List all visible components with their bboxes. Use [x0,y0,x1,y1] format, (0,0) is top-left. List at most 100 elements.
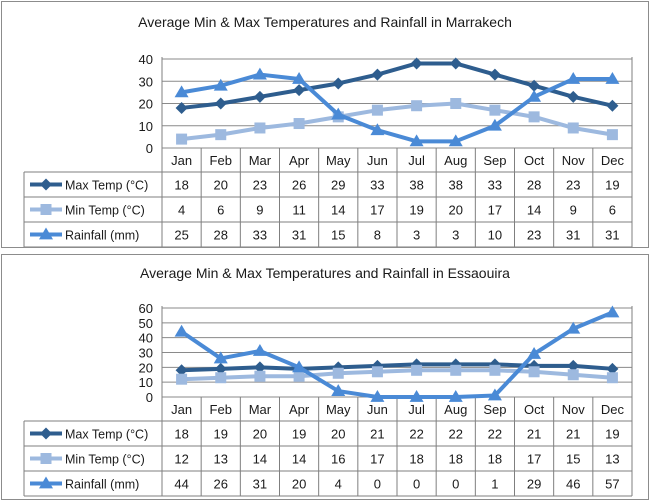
data-point [606,362,619,375]
data-point [487,118,502,131]
category-label: Oct [524,153,545,168]
data-point [254,370,266,382]
table-cell-value: 23 [566,178,580,193]
table-cell-value: 14 [527,203,541,218]
data-point [174,85,189,98]
table-cell-value: 20 [253,427,267,442]
series-2 [174,67,620,147]
series-1 [176,98,618,145]
table-cell-value: 11 [292,203,306,218]
category-label: Aug [444,153,467,168]
table-cell-value: 22 [488,427,502,442]
data-point [253,90,266,103]
data-point [371,366,383,378]
table-cell-value: 17 [370,452,384,467]
series-name: Rainfall (mm) [65,478,139,492]
data-point [176,133,188,145]
data-point [528,111,540,123]
y-tick-label: 0 [146,141,153,156]
series-line [181,368,613,382]
legend-key [30,178,62,191]
table-cell-value: 29 [331,178,345,193]
table-cell-value: 28 [214,228,228,243]
table-cell-value: 20 [214,178,228,193]
data-point [175,101,188,114]
data-table [23,57,633,247]
table-cell-value: 13 [214,452,228,467]
table-cell-value: 8 [374,228,381,243]
data-point [370,390,385,402]
table-cell-value: 16 [331,452,345,467]
table-cell-value: 19 [214,427,228,442]
series-name: Rainfall (mm) [65,229,139,243]
data-point [213,78,228,91]
category-label: Sep [483,402,506,417]
data-point [567,369,579,381]
table-cell-value: 22 [409,427,423,442]
table-cell-value: 14 [253,452,267,467]
legend-key-marker [39,227,53,240]
data-point [213,351,228,364]
y-tick-label: 20 [139,360,153,375]
table-cell-value: 17 [527,452,541,467]
table-cell-value: 38 [409,178,423,193]
category-label: Jun [367,153,388,168]
table-cell-value: 17 [370,203,384,218]
data-point [292,360,307,373]
table-cell-value: 18 [174,178,188,193]
legend-key-marker [40,178,52,191]
category-label: Jul [408,402,425,417]
data-point [528,366,540,378]
data-point [254,122,266,134]
data-point [411,100,423,112]
table-cell-value: 38 [449,178,463,193]
data-point [214,362,227,375]
category-label: Dec [601,402,625,417]
table-cell-value: 21 [370,427,384,442]
table-cell-value: 31 [292,228,306,243]
legend-key-marker [40,427,52,440]
category-label: Mar [249,153,272,168]
legend-key [30,204,62,215]
data-point [293,118,305,130]
legend-key [30,227,62,240]
y-tick-label: 10 [139,375,153,390]
gridlines [162,307,632,398]
table-cell-value: 14 [331,203,345,218]
data-point [488,68,501,81]
table-cell-value: 13 [605,452,619,467]
table-cell-value: 33 [370,178,384,193]
table-cell-value: 12 [174,452,188,467]
table-cell-value: 46 [566,477,580,492]
y-tick-label: 40 [139,331,153,346]
data-point [176,373,188,385]
data-point [292,72,307,84]
series-name: Max Temp (°C) [65,428,148,442]
legend-key [30,427,62,440]
table-cell-value: 29 [527,477,541,492]
category-label: Sep [483,153,506,168]
table-cell-value: 4 [178,203,185,218]
table-cell-value: 4 [335,477,342,492]
y-tick-label: 40 [139,52,153,67]
data-point [605,305,620,318]
data-point [567,122,579,134]
table-cell-value: 26 [292,178,306,193]
data-point [371,104,383,116]
category-label: May [326,153,351,168]
data-point [175,364,188,377]
category-label: Apr [289,402,310,417]
table-cell-value: 0 [452,477,459,492]
data-point [567,90,580,103]
legend-key [30,453,62,464]
chart-panel-essaouira: Average Min & Max Temperatures and Rainf… [1,254,649,500]
chart-marrakech: Average Min & Max Temperatures and Rainf… [23,14,633,247]
table-cell-value: 15 [331,228,345,243]
series-line [181,72,613,144]
data-point [252,67,267,80]
data-point [214,97,227,110]
series-1 [176,364,618,385]
data-point [528,79,541,92]
table-cell-value: 19 [605,178,619,193]
table-cell-value: 22 [449,427,463,442]
